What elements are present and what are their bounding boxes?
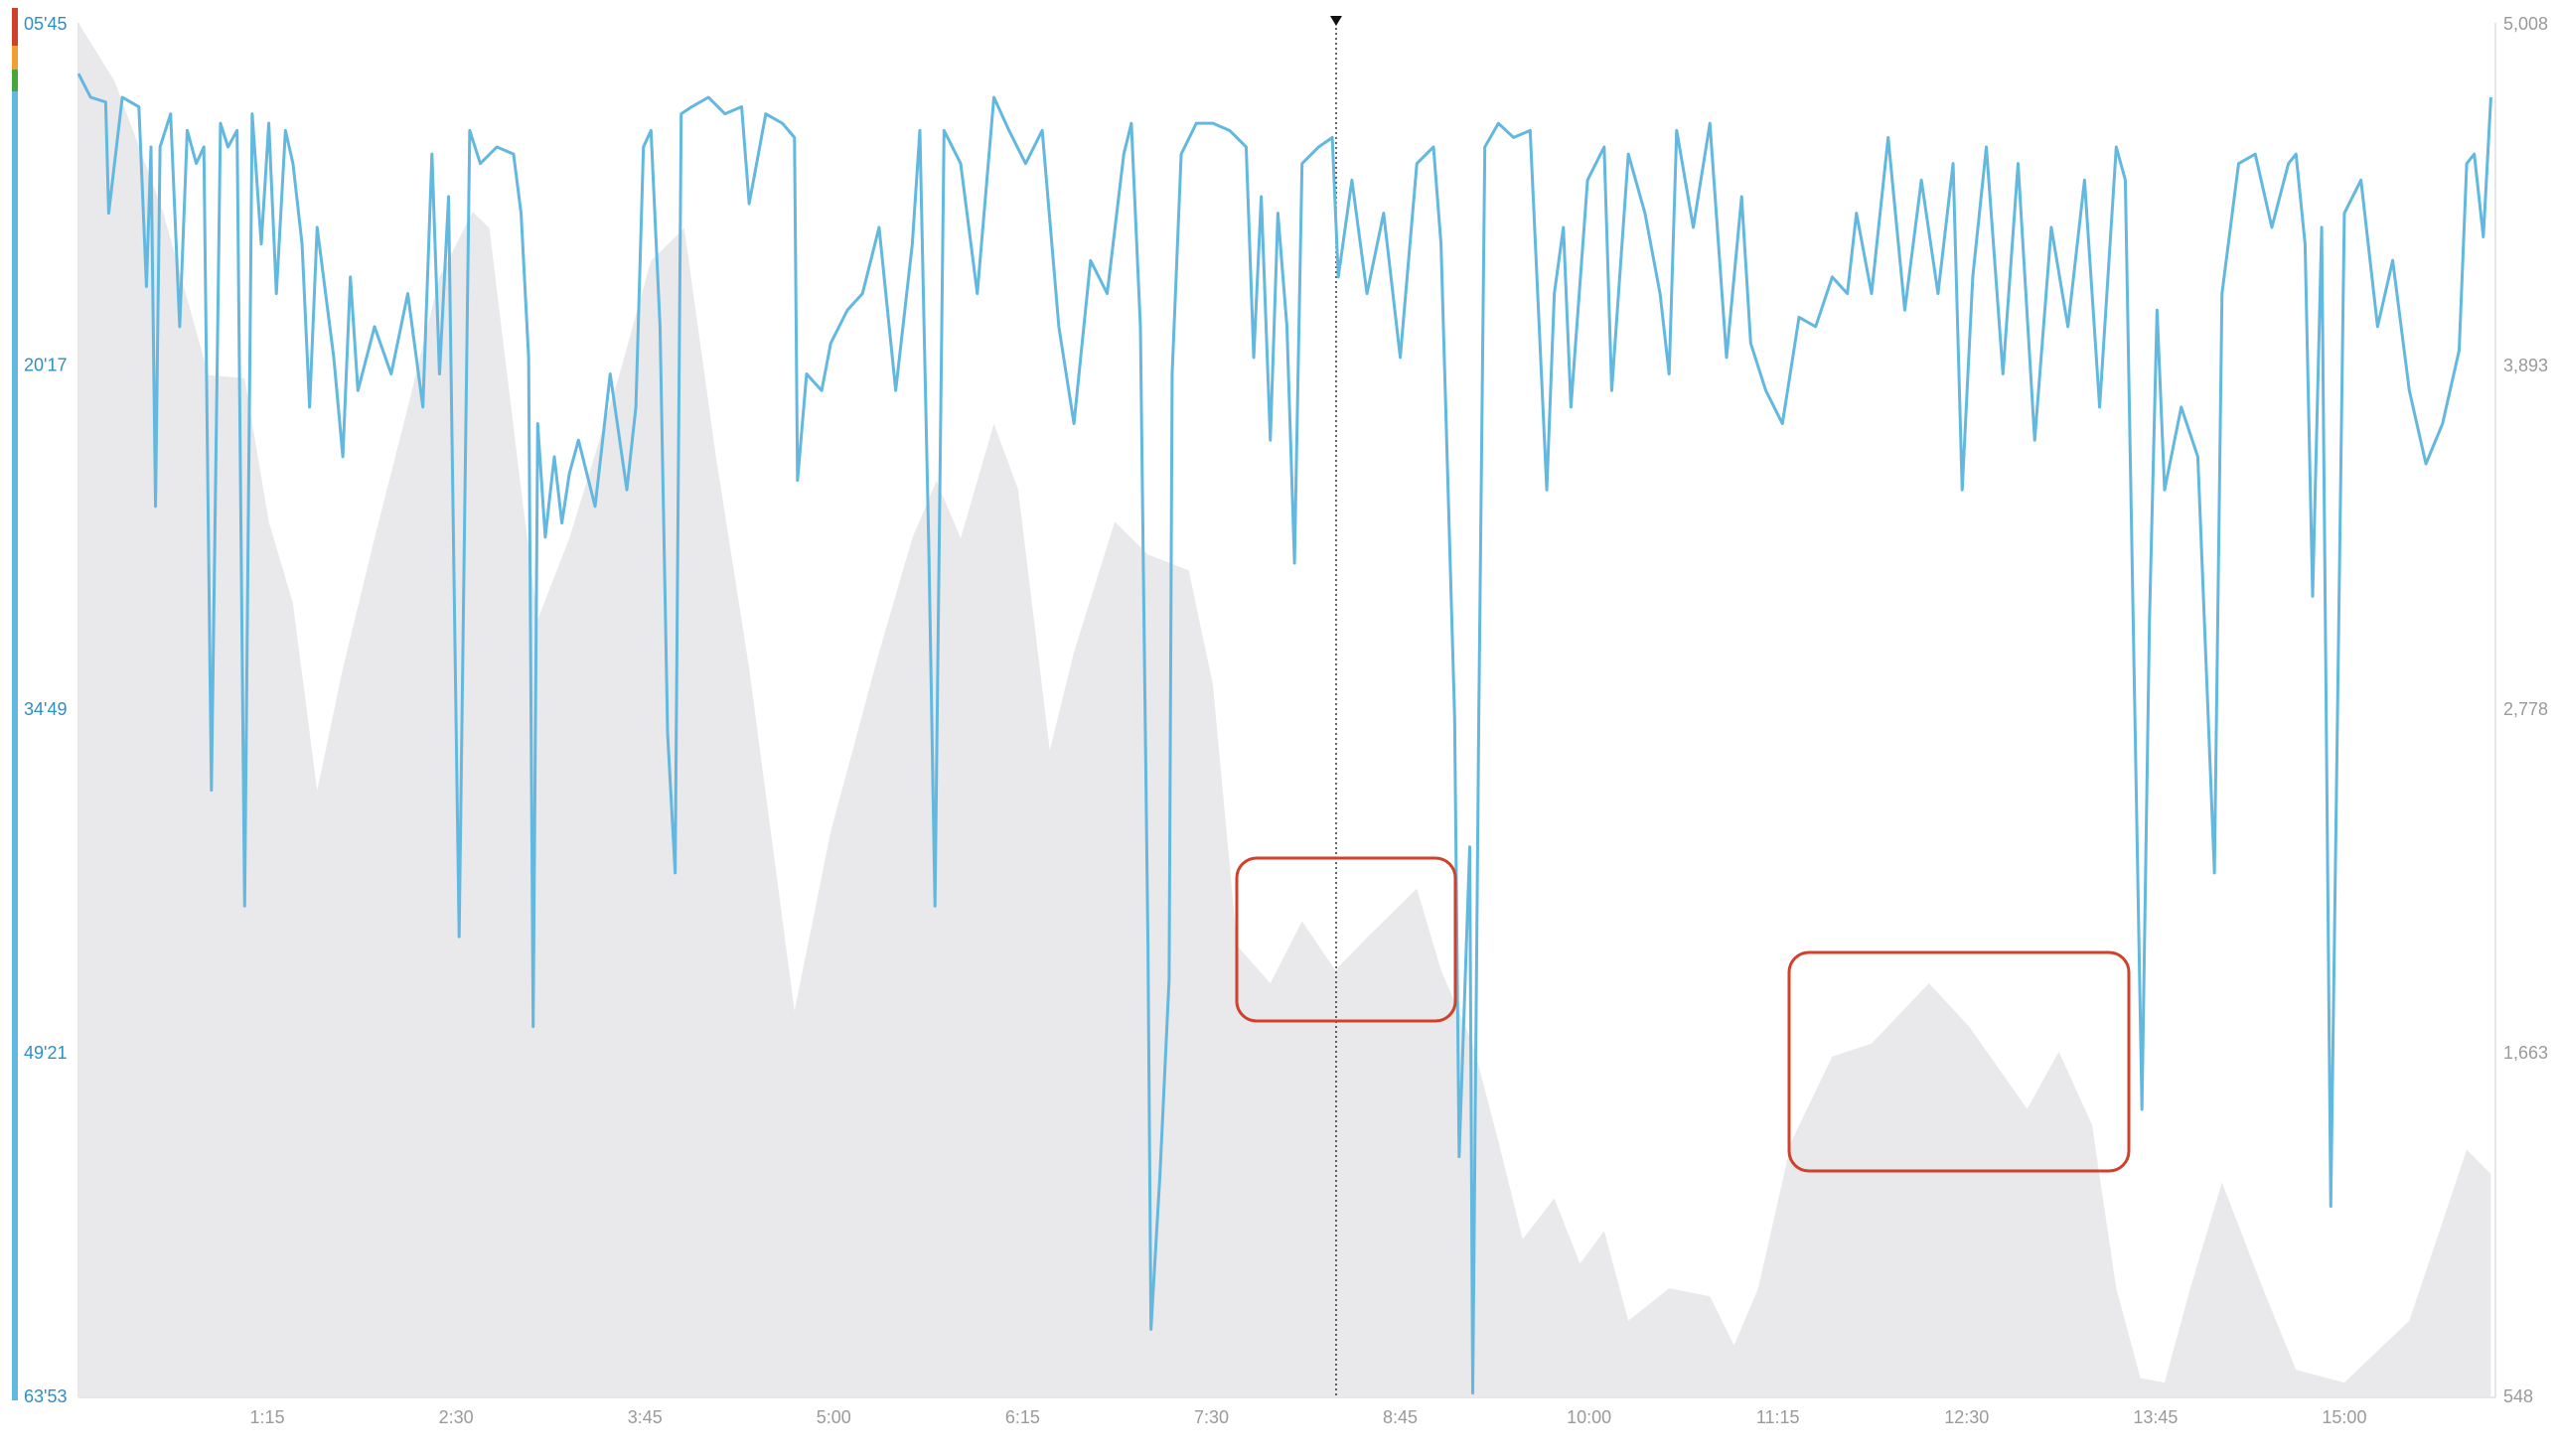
highlight-box	[1235, 856, 1457, 1023]
x-tick-label: 12:30	[1944, 1407, 1989, 1427]
x-tick-label: 8:45	[1383, 1407, 1418, 1427]
elevation-area	[78, 23, 2491, 1397]
y-tick-label: 34'49	[24, 699, 67, 719]
x-tick-label: 15:00	[2322, 1407, 2366, 1427]
x-tick-label: 11:15	[1756, 1407, 1800, 1427]
highlight-box	[1787, 950, 2131, 1173]
line-layer	[76, 73, 2492, 1395]
axis-zone	[12, 91, 18, 1400]
x-tick-label: 5:00	[817, 1407, 851, 1427]
axis-zone	[12, 46, 18, 70]
x-tick-label: 6:15	[1005, 1407, 1040, 1427]
x-tick-label: 13:45	[2133, 1407, 2178, 1427]
y-tick-label: 05'45	[24, 14, 67, 34]
axis-zone	[12, 70, 18, 91]
x-tick-label: 1:15	[250, 1407, 285, 1427]
tick-labels: 1:15 2:30 3:45 5:00 6:15 7:30 8:45 10:00 11:15 12…	[24, 14, 2548, 1427]
axis-zone	[12, 8, 18, 46]
y-tick-label: 63'53	[24, 1386, 67, 1406]
y-tick-label: 49'21	[24, 1043, 67, 1063]
y2-tick-label: 1,663	[2503, 1043, 2548, 1063]
x-tick-label: 3:45	[628, 1407, 663, 1427]
y2-tick-label: 548	[2503, 1386, 2533, 1406]
pace-line	[76, 73, 2492, 1395]
y2-tick-label: 2,778	[2503, 699, 2548, 719]
area-layer	[78, 23, 2491, 1397]
cursor-marker	[1330, 16, 1342, 26]
y2-tick-label: 5,008	[2503, 14, 2548, 34]
y2-tick-label: 3,893	[2503, 356, 2548, 375]
x-tick-label: 10:00	[1567, 1407, 1611, 1427]
x-tick-label: 2:30	[439, 1407, 474, 1427]
y-tick-label: 20'17	[24, 356, 67, 375]
x-tick-label: 7:30	[1194, 1407, 1229, 1427]
